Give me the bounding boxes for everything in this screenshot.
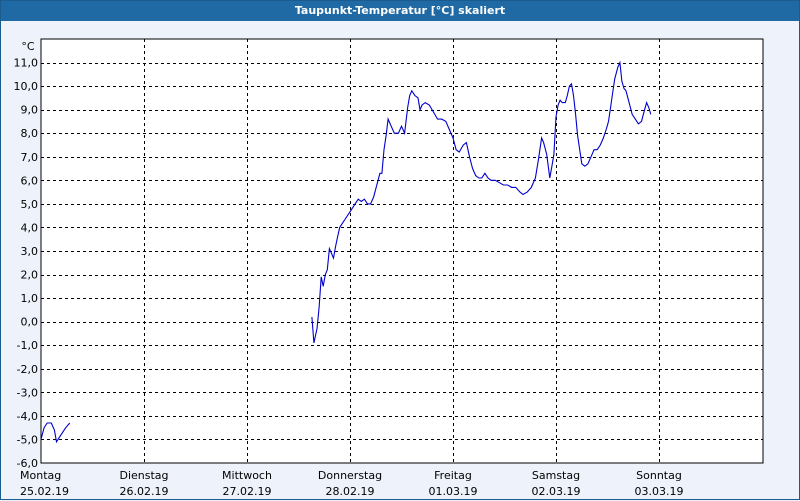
y-tick-label: 6,0 bbox=[21, 174, 39, 187]
y-tick-label: -3,0 bbox=[17, 386, 38, 399]
y-tick-label: 0,0 bbox=[21, 316, 39, 329]
y-axis-label: °C bbox=[21, 40, 35, 53]
series-layer bbox=[40, 60, 652, 444]
x-tick-day: Donnerstag bbox=[318, 469, 382, 482]
y-tick-label: 7,0 bbox=[21, 151, 39, 164]
series-line bbox=[40, 422, 71, 444]
x-tick-day: Samstag bbox=[532, 469, 580, 482]
y-tick-label: 10,0 bbox=[14, 80, 39, 93]
y-tick-label: 9,0 bbox=[21, 104, 39, 117]
x-tick-date: 28.02.19 bbox=[326, 485, 375, 498]
x-tick-date: 25.02.19 bbox=[20, 485, 69, 498]
x-tick-day: Mittwoch bbox=[222, 469, 272, 482]
x-tick-date: 27.02.19 bbox=[223, 485, 272, 498]
x-tick-date: 01.03.19 bbox=[429, 485, 478, 498]
y-tick-label: 3,0 bbox=[21, 245, 39, 258]
y-tick-label: 11,0 bbox=[14, 57, 39, 70]
x-tick-date: 26.02.19 bbox=[120, 485, 169, 498]
y-tick-label: -2,0 bbox=[17, 363, 38, 376]
x-tick-date: 02.03.19 bbox=[532, 485, 581, 498]
chart-title: Taupunkt-Temperatur [°C] skaliert bbox=[1, 1, 799, 21]
y-tick-label: 5,0 bbox=[21, 198, 39, 211]
y-tick-label: -6,0 bbox=[17, 457, 38, 470]
y-tick-label: 1,0 bbox=[21, 292, 39, 305]
x-tick-day: Sonntag bbox=[636, 469, 682, 482]
x-tick-day: Montag bbox=[20, 469, 61, 482]
y-tick-label: 4,0 bbox=[21, 221, 39, 234]
grid-lines bbox=[41, 39, 763, 463]
x-tick-day: Freitag bbox=[434, 469, 472, 482]
x-axis-ticks: Montag 25.02.19 Dienstag 26.02.19 Mittwoch 27… bbox=[20, 469, 683, 498]
x-tick-day: Dienstag bbox=[119, 469, 168, 482]
y-tick-label: -4,0 bbox=[17, 410, 38, 423]
y-tick-label: -5,0 bbox=[17, 433, 38, 446]
y-tick-label: -1,0 bbox=[17, 339, 38, 352]
y-tick-label: 8,0 bbox=[21, 127, 39, 140]
series-line bbox=[311, 60, 652, 344]
y-tick-label: 2,0 bbox=[21, 269, 39, 282]
y-axis-ticks: 11,0 10,0 9,0 8,0 7,0 6,0 5,0 4,0 3,0 2,0 1,0 0,0 -1… bbox=[14, 57, 39, 470]
x-tick-date: 03.03.19 bbox=[635, 485, 684, 498]
